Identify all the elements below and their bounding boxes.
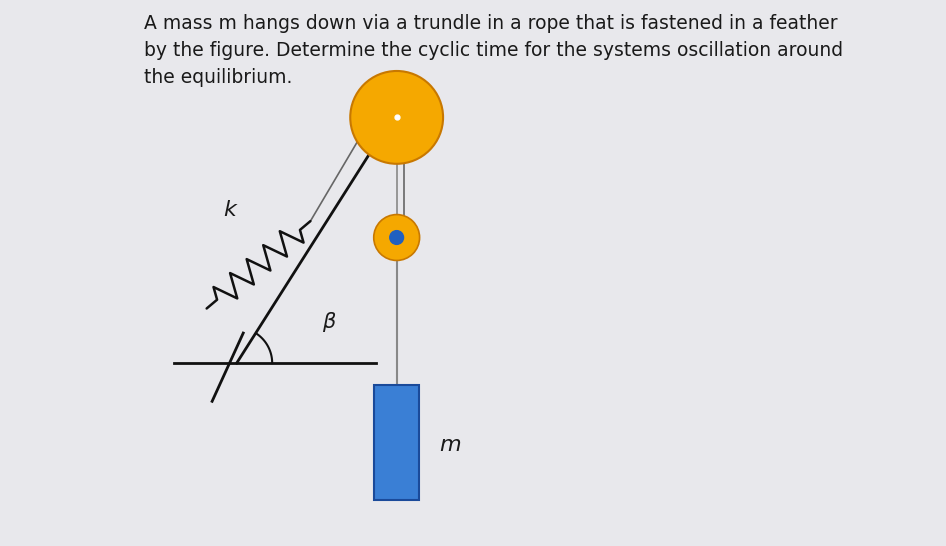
Text: $m$: $m$	[439, 434, 461, 456]
Text: $\beta$: $\beta$	[323, 310, 337, 334]
Circle shape	[350, 71, 443, 164]
Bar	[375, 385, 419, 500]
Text: A mass m hangs down via a trundle in a rope that is fastened in a feather
by the: A mass m hangs down via a trundle in a r…	[144, 14, 843, 87]
Text: $k$: $k$	[223, 199, 239, 221]
Circle shape	[390, 230, 404, 245]
Circle shape	[374, 215, 420, 260]
